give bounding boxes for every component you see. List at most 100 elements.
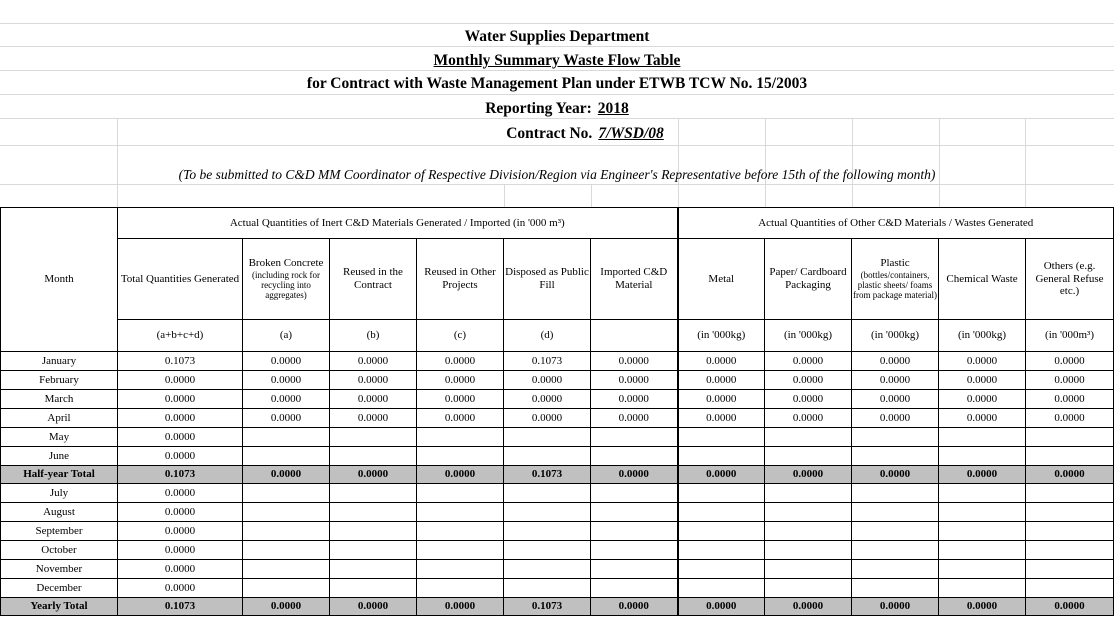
second-half-rows: July 0.0000 August 0.0000 September 0.0000 Oct… bbox=[0, 483, 1114, 598]
month-cell: June bbox=[0, 446, 118, 466]
value-cell bbox=[416, 502, 504, 522]
yearly-total: Yearly Total 0.1073 0.0000 0.0000 0.0000 0.10… bbox=[0, 597, 1114, 616]
value-cell: 0.0000 bbox=[589, 370, 679, 390]
value-cell: 0.0000 bbox=[503, 389, 591, 409]
month-cell: Yearly Total bbox=[0, 597, 118, 616]
value-cell: 0.0000 bbox=[1025, 408, 1114, 428]
first-half-rows: January 0.1073 0.0000 0.0000 0.0000 0.1073 0.0… bbox=[0, 351, 1114, 466]
table-row: October 0.0000 bbox=[0, 540, 1114, 560]
value-cell bbox=[503, 446, 591, 466]
value-cell bbox=[1025, 578, 1114, 598]
reporting-year-label: Reporting Year: bbox=[485, 100, 592, 117]
value-cell: 0.0000 bbox=[1025, 597, 1114, 616]
value-cell: 0.0000 bbox=[329, 408, 417, 428]
value-cell bbox=[851, 502, 940, 522]
col-header-plastic: Plastic (bottles/containers, plastic shee… bbox=[851, 238, 940, 320]
value-cell: 0.0000 bbox=[242, 389, 330, 409]
group-header-row: Month Actual Quantities of Inert C&D Mat… bbox=[0, 207, 1114, 352]
value-cell bbox=[329, 427, 417, 447]
value-cell: 0.0000 bbox=[416, 370, 504, 390]
column-header-row: Total Quantities Generated Broken Concre… bbox=[1, 238, 1114, 320]
value-cell bbox=[329, 446, 417, 466]
group-inert-header: Actual Quantities of Inert C&D Materials… bbox=[116, 207, 679, 239]
value-cell: 0.0000 bbox=[117, 578, 243, 598]
value-cell bbox=[676, 540, 766, 560]
value-cell: 0.0000 bbox=[676, 351, 766, 371]
value-cell: 0.0000 bbox=[416, 465, 504, 484]
col-header-reused-other: Reused in Other Projects bbox=[416, 238, 504, 320]
half-year-total: Half-year Total 0.1073 0.0000 0.0000 0.0000 0… bbox=[0, 465, 1114, 484]
unit-cell bbox=[589, 319, 679, 352]
col-header-total: Total Quantities Generated bbox=[117, 238, 243, 320]
value-cell bbox=[938, 446, 1027, 466]
value-cell bbox=[503, 540, 591, 560]
value-cell bbox=[1025, 559, 1114, 579]
value-cell: 0.0000 bbox=[416, 351, 504, 371]
value-cell bbox=[589, 446, 679, 466]
col-header-imported: Imported C&D Material bbox=[589, 238, 679, 320]
value-cell bbox=[242, 521, 330, 541]
value-cell: 0.0000 bbox=[851, 351, 940, 371]
month-cell: February bbox=[0, 370, 118, 390]
value-cell: 0.0000 bbox=[851, 389, 940, 409]
value-cell: 0.0000 bbox=[764, 465, 853, 484]
value-cell bbox=[1025, 446, 1114, 466]
value-cell: 0.1073 bbox=[117, 597, 243, 616]
month-cell: Half-year Total bbox=[0, 465, 118, 484]
value-cell: 0.0000 bbox=[242, 408, 330, 428]
value-cell bbox=[938, 540, 1027, 560]
value-cell: 0.0000 bbox=[117, 521, 243, 541]
value-cell: 0.0000 bbox=[242, 351, 330, 371]
total-row: Half-year Total 0.1073 0.0000 0.0000 0.0000 0… bbox=[0, 465, 1114, 484]
value-cell bbox=[938, 559, 1027, 579]
value-cell bbox=[676, 578, 766, 598]
month-cell: July bbox=[0, 483, 118, 503]
value-cell: 0.0000 bbox=[851, 370, 940, 390]
department-title: Water Supplies Department bbox=[464, 28, 650, 45]
table-row: April 0.0000 0.0000 0.0000 0.0000 0.0000 0.000… bbox=[0, 408, 1114, 428]
unit-cell: (a) bbox=[242, 319, 330, 352]
value-cell bbox=[764, 427, 853, 447]
value-cell: 0.0000 bbox=[676, 597, 766, 616]
value-cell bbox=[329, 578, 417, 598]
value-cell bbox=[589, 559, 679, 579]
value-cell: 0.0000 bbox=[1025, 351, 1114, 371]
value-cell: 0.0000 bbox=[416, 389, 504, 409]
value-cell: 0.0000 bbox=[329, 351, 417, 371]
col-header-metal: Metal bbox=[676, 238, 766, 320]
value-cell bbox=[416, 446, 504, 466]
unit-cell: (in '000kg) bbox=[676, 319, 766, 352]
col-header-reused-contract: Reused in the Contract bbox=[329, 238, 417, 320]
table-row: March 0.0000 0.0000 0.0000 0.0000 0.0000 0.000… bbox=[0, 389, 1114, 409]
value-cell: 0.0000 bbox=[764, 389, 853, 409]
value-cell: 0.0000 bbox=[938, 465, 1027, 484]
value-cell bbox=[764, 578, 853, 598]
unit-cell: (in '000m³) bbox=[1025, 319, 1114, 352]
value-cell: 0.0000 bbox=[676, 465, 766, 484]
month-cell: October bbox=[0, 540, 118, 560]
value-cell bbox=[503, 502, 591, 522]
table-row: November 0.0000 bbox=[0, 559, 1114, 579]
unit-cell: (in '000kg) bbox=[851, 319, 940, 352]
value-cell: 0.0000 bbox=[416, 408, 504, 428]
reporting-year-value: 2018 bbox=[597, 100, 629, 117]
value-cell: 0.0000 bbox=[938, 408, 1027, 428]
unit-cell: (a+b+c+d) bbox=[117, 319, 243, 352]
value-cell: 0.0000 bbox=[589, 389, 679, 409]
value-cell: 0.0000 bbox=[117, 446, 243, 466]
value-cell bbox=[503, 521, 591, 541]
table-row: July 0.0000 bbox=[0, 483, 1114, 503]
unit-cell: (in '000kg) bbox=[764, 319, 853, 352]
value-cell: 0.0000 bbox=[851, 597, 940, 616]
total-row: Yearly Total 0.1073 0.0000 0.0000 0.0000 0.10… bbox=[0, 597, 1114, 616]
value-cell bbox=[242, 578, 330, 598]
value-cell: 0.1073 bbox=[503, 597, 591, 616]
value-cell: 0.0000 bbox=[117, 370, 243, 390]
value-cell: 0.0000 bbox=[242, 370, 330, 390]
value-cell: 0.0000 bbox=[938, 351, 1027, 371]
value-cell bbox=[851, 578, 940, 598]
value-cell bbox=[938, 483, 1027, 503]
value-cell bbox=[503, 578, 591, 598]
value-cell bbox=[329, 559, 417, 579]
value-cell bbox=[329, 502, 417, 522]
